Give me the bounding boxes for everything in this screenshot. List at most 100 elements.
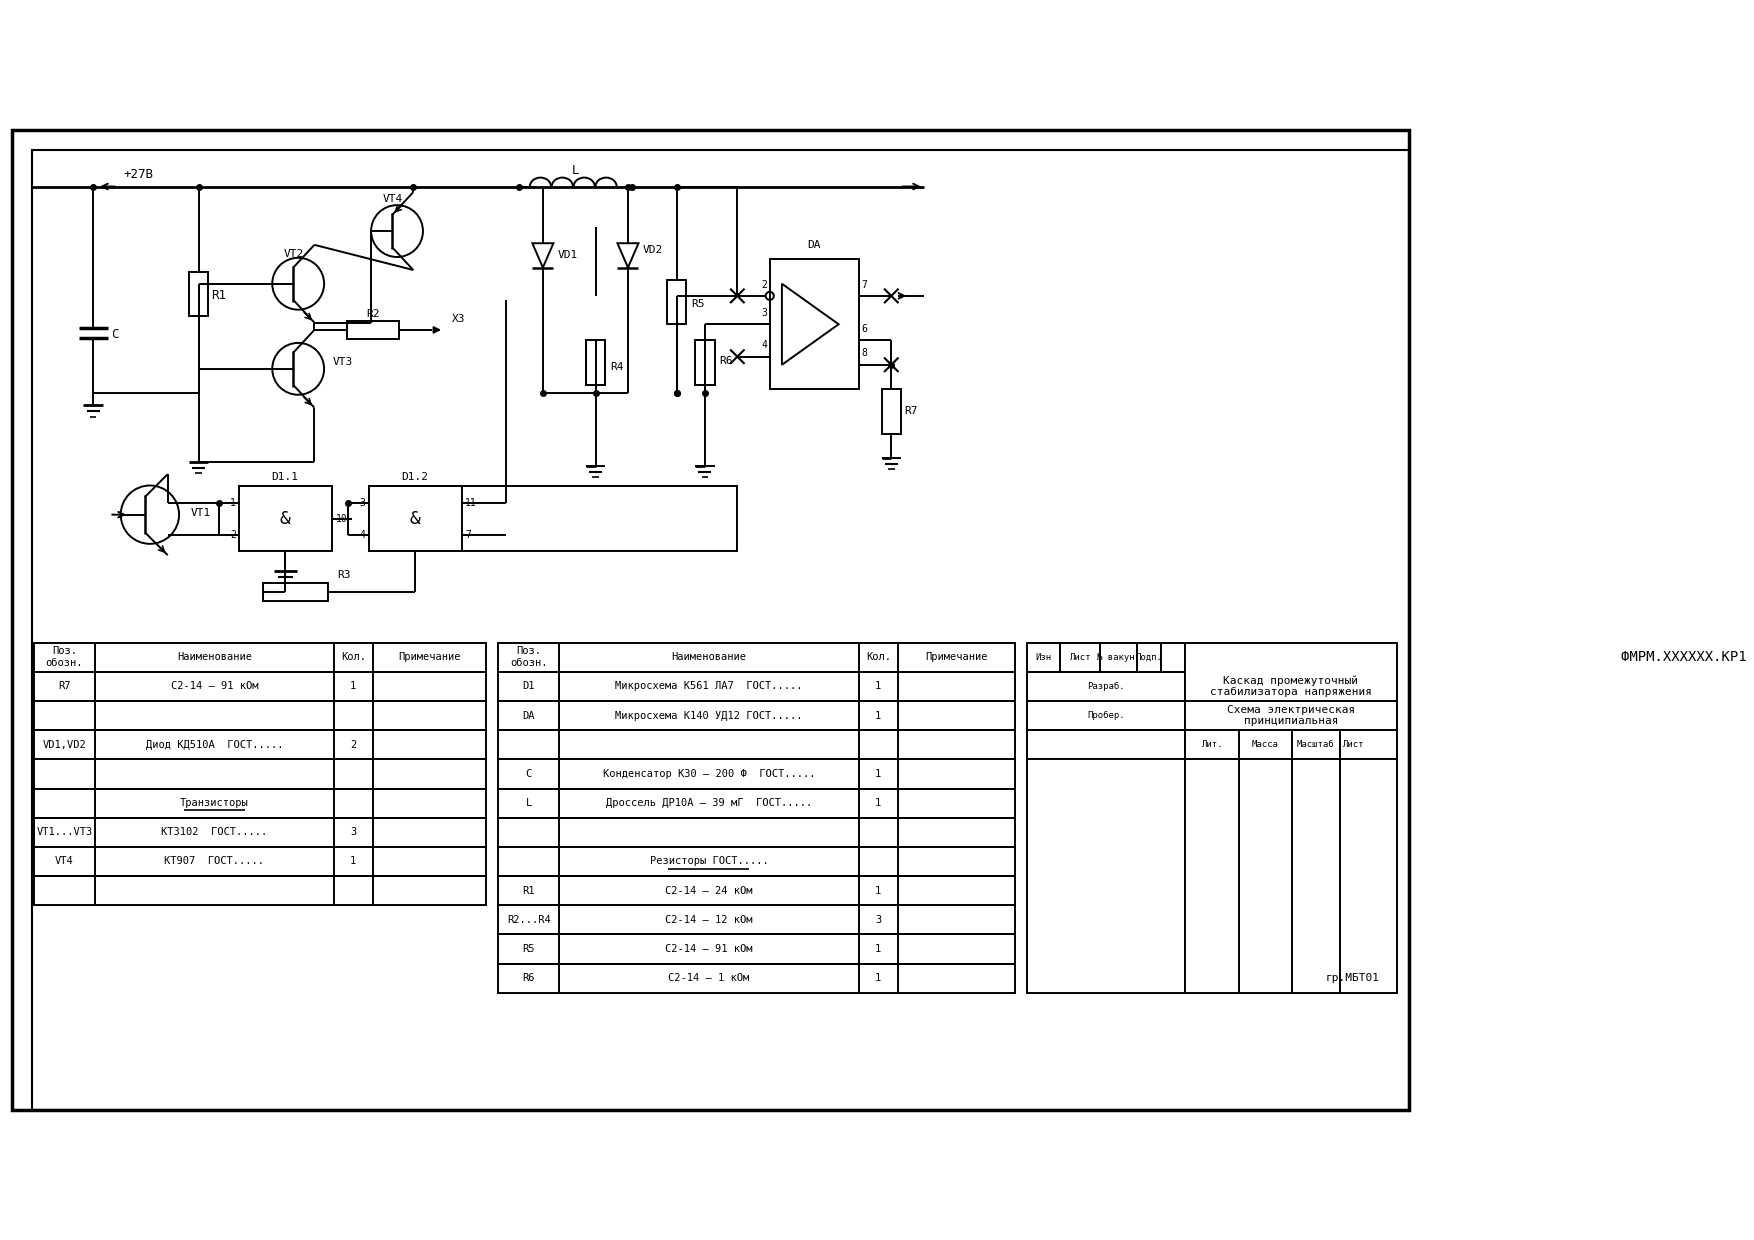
Bar: [498, 963, 1016, 993]
Text: 4: 4: [360, 529, 365, 539]
Text: 1: 1: [351, 682, 356, 692]
Text: С2-14 – 91 кОм: С2-14 – 91 кОм: [170, 682, 258, 692]
Text: Дроссель ДР10А – 39 мГ  ГОСТ.....: Дроссель ДР10А – 39 мГ ГОСТ.....: [605, 799, 812, 808]
Text: 3: 3: [351, 827, 356, 837]
Bar: [498, 730, 1016, 759]
Text: № вакун.: № вакун.: [1096, 652, 1140, 662]
Text: Диод КД510А  ГОСТ.....: Диод КД510А ГОСТ.....: [146, 740, 282, 750]
Text: Масштаб: Масштаб: [1296, 740, 1335, 749]
Text: 3: 3: [875, 915, 882, 925]
Text: Конденсатор К30 – 200 Ф  ГОСТ.....: Конденсатор К30 – 200 Ф ГОСТ.....: [603, 769, 816, 779]
Text: C: C: [526, 769, 531, 779]
Text: VD1: VD1: [558, 250, 577, 260]
Text: +27В: +27В: [125, 167, 154, 181]
Text: VT2: VT2: [284, 249, 303, 259]
Text: 4: 4: [761, 340, 766, 351]
Text: Каскад промежуточный: Каскад промежуточный: [1223, 676, 1358, 686]
Text: 1: 1: [875, 769, 882, 779]
Bar: [33, 817, 486, 847]
Text: Примечание: Примечание: [398, 652, 461, 662]
Text: С2-14 – 91 кОм: С2-14 – 91 кОм: [665, 944, 752, 954]
Text: 7: 7: [465, 529, 472, 539]
Text: принципиальная: принципиальная: [1244, 717, 1338, 727]
Bar: [498, 759, 1016, 789]
Text: 1: 1: [875, 973, 882, 983]
Bar: [368, 486, 737, 551]
Bar: [189, 272, 209, 316]
Text: 11: 11: [465, 497, 477, 507]
Text: 3: 3: [360, 497, 365, 507]
Text: D1.1: D1.1: [272, 471, 298, 481]
Text: Микросхема К561 ЛА7  ГОСТ.....: Микросхема К561 ЛА7 ГОСТ.....: [616, 682, 803, 692]
Text: Кол.: Кол.: [866, 652, 891, 662]
Bar: [498, 847, 1016, 875]
Text: VT1: VT1: [191, 508, 210, 518]
Bar: [33, 875, 486, 905]
Text: DA: DA: [523, 711, 535, 720]
Text: 3: 3: [761, 308, 766, 317]
Text: ФМРМ.XXXXXX.КР1 ЗЗ: ФМРМ.XXXXXX.КР1 ЗЗ: [1621, 650, 1754, 665]
Text: Масса: Масса: [1252, 740, 1279, 749]
Bar: [695, 341, 714, 386]
Text: 1: 1: [875, 944, 882, 954]
Text: R4: R4: [610, 362, 624, 372]
Bar: [586, 341, 605, 386]
Text: Наименование: Наименование: [672, 652, 747, 662]
Text: КТ3102  ГОСТ.....: КТ3102 ГОСТ.....: [161, 827, 267, 837]
Text: R5: R5: [523, 944, 535, 954]
Bar: [498, 935, 1016, 963]
Bar: [586, 341, 605, 386]
Bar: [33, 672, 486, 701]
Text: Подп.: Подп.: [1135, 652, 1163, 662]
Bar: [498, 642, 1016, 672]
Text: Микросхема К140 УД12 ГОСТ.....: Микросхема К140 УД12 ГОСТ.....: [616, 711, 803, 720]
Text: 7: 7: [861, 279, 866, 290]
Text: 2: 2: [351, 740, 356, 750]
Text: R6: R6: [523, 973, 535, 983]
Bar: [770, 259, 859, 389]
Text: R2: R2: [367, 309, 379, 319]
Text: R1: R1: [212, 289, 226, 303]
Text: 1: 1: [875, 711, 882, 720]
Text: 1: 1: [230, 497, 235, 507]
Bar: [33, 730, 486, 759]
Text: VT3: VT3: [332, 357, 353, 367]
Text: Изн: Изн: [1035, 652, 1052, 662]
Text: 8: 8: [861, 348, 866, 358]
Text: D1: D1: [523, 682, 535, 692]
Bar: [498, 701, 1016, 730]
Text: R7: R7: [58, 682, 70, 692]
Text: Схема электрическая: Схема электрическая: [1226, 704, 1354, 714]
Text: R7: R7: [905, 405, 917, 415]
Text: Лист: Лист: [1342, 740, 1363, 749]
Text: VT4: VT4: [54, 857, 74, 867]
Text: 2: 2: [761, 279, 766, 290]
Bar: [498, 817, 1016, 847]
Text: Наименование: Наименование: [177, 652, 253, 662]
Text: C: C: [111, 329, 119, 341]
Bar: [33, 701, 486, 730]
Bar: [1028, 642, 1396, 993]
Text: VT4: VT4: [382, 193, 403, 203]
Bar: [882, 389, 902, 434]
Text: гр.МБТ01: гр.МБТ01: [1326, 973, 1379, 983]
Text: Пробер.: Пробер.: [1087, 711, 1124, 720]
Text: VD1,VD2: VD1,VD2: [42, 740, 86, 750]
Text: D1.2: D1.2: [402, 471, 428, 481]
Bar: [498, 672, 1016, 701]
Text: Х3: Х3: [453, 314, 465, 324]
Text: Лист: Лист: [1070, 652, 1091, 662]
Text: DA: DA: [807, 239, 821, 249]
Text: R6: R6: [719, 356, 733, 366]
Bar: [347, 321, 400, 339]
Text: 1: 1: [875, 799, 882, 808]
Bar: [368, 486, 461, 551]
Text: &: &: [409, 510, 421, 528]
Text: 6: 6: [861, 324, 866, 334]
Text: L: L: [572, 164, 579, 177]
Text: R2...R4: R2...R4: [507, 915, 551, 925]
Text: Поз.
обозн.: Поз. обозн.: [46, 646, 82, 668]
Text: С2-14 – 12 кОм: С2-14 – 12 кОм: [665, 915, 752, 925]
Text: VT1...VT3: VT1...VT3: [37, 827, 93, 837]
Bar: [667, 280, 686, 324]
